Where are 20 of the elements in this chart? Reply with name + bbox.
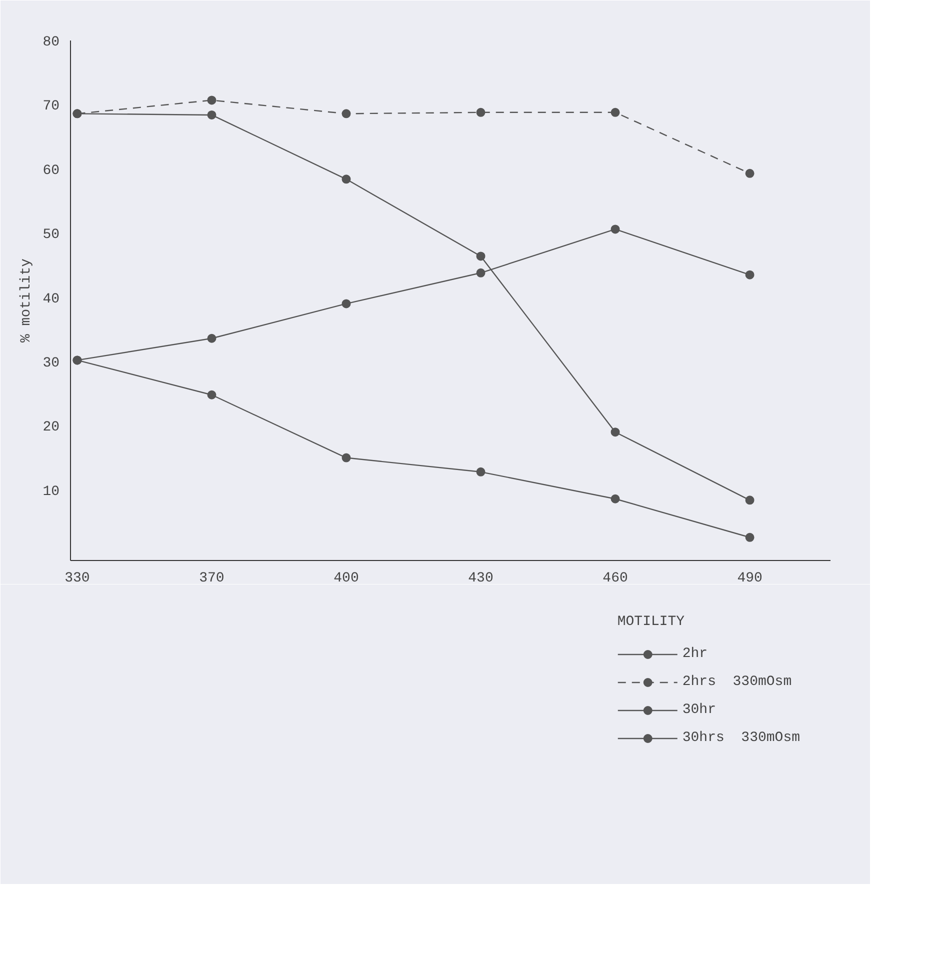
x-tick-label: 330 xyxy=(64,570,90,586)
y-tick-label: 70 xyxy=(42,98,60,115)
y-tick-label: 50 xyxy=(42,227,60,244)
x-tick-label: 460 xyxy=(602,570,628,586)
legend-label: 30hr xyxy=(682,702,716,718)
legend-label: 30hrs 330mOsm xyxy=(682,730,800,746)
x-tick-label: 400 xyxy=(334,570,359,586)
legend-title: MOTILITY xyxy=(617,614,686,630)
y-tick-label: 10 xyxy=(42,484,60,500)
x-tick-label: 430 xyxy=(468,570,494,586)
y-axis-title: % motility xyxy=(18,258,35,343)
y-tick-label: 60 xyxy=(42,162,60,179)
y-tick-label: 80 xyxy=(42,34,60,50)
y-tick-label: 30 xyxy=(42,355,60,372)
x-tick-label: 370 xyxy=(199,570,224,586)
y-tick-label: 20 xyxy=(42,420,60,436)
legend-label: 2hrs 330mOsm xyxy=(682,674,792,690)
x-tick-label: 490 xyxy=(737,570,762,586)
legend-label: 2hr xyxy=(682,646,708,662)
y-tick-label: 40 xyxy=(42,291,60,308)
